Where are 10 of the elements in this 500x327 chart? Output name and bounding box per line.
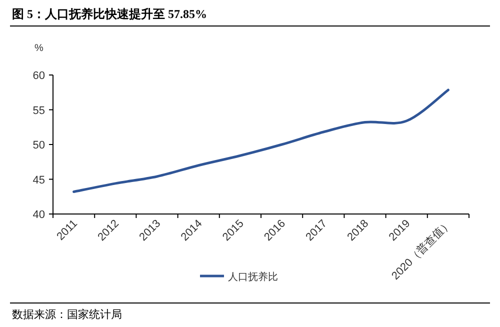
y-tick-label: 50 — [32, 140, 45, 152]
chart-title: 图 5：人口抚养比快速提升至 57.85% — [12, 7, 207, 21]
y-tick-label: 60 — [32, 70, 45, 82]
y-tick-label: 40 — [32, 209, 45, 221]
source-note: 数据来源：国家统计局 — [12, 308, 122, 321]
legend-label: 人口抚养比 — [228, 271, 278, 283]
y-tick-label: 45 — [32, 174, 45, 186]
y-axis-title: % — [34, 43, 44, 54]
line-series — [72, 88, 450, 194]
y-tick-label: 55 — [32, 104, 45, 117]
